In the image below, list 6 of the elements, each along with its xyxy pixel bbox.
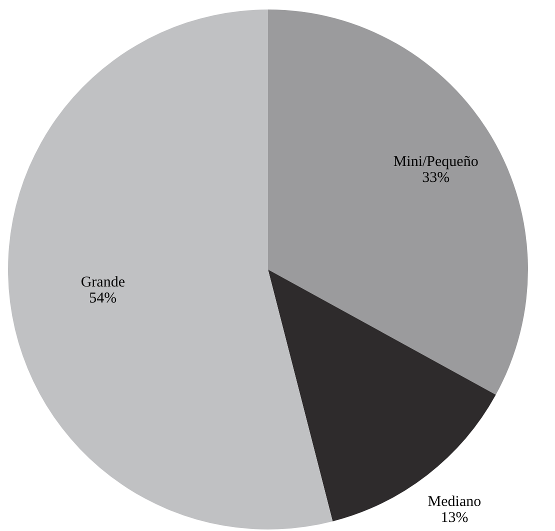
slice-label: Mediano	[428, 494, 482, 510]
data-label: 13%	[440, 510, 468, 526]
slice-label: Mini/Pequeño	[393, 154, 478, 170]
data-label: 54%	[89, 290, 117, 306]
slice-label: Grande	[80, 274, 126, 290]
data-label: 33%	[422, 170, 450, 186]
